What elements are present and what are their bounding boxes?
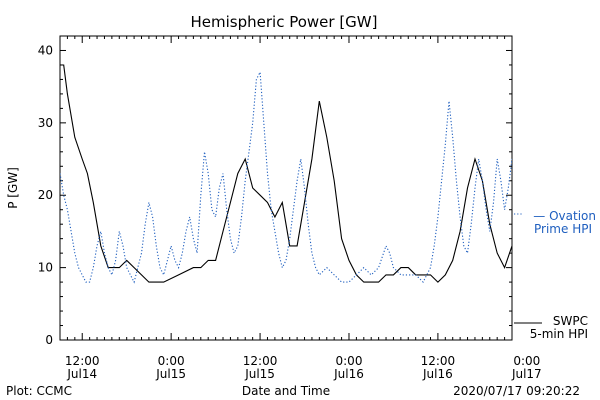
x-tick-time-label: 0:00 [513,354,540,368]
x-tick-time-label: 0:00 [336,354,363,368]
legend-ovation-label-line2: Prime HPI [534,222,592,236]
plot-frame [59,35,513,341]
series-line-swpc [60,64,512,283]
x-tick-date-label: Jul14 [66,367,97,381]
y-tick-label: 0 [45,333,53,347]
footer-timestamp: 2020/07/17 09:20:22 [453,384,580,398]
x-tick-date-label: Jul16 [422,367,453,381]
y-axis: 0 10 20 30 40 [38,35,512,347]
y-tick-label: 20 [38,188,53,202]
chart-title: Hemispheric Power [GW] [191,13,378,31]
legend-swpc-label-line2: 5-min HPI [530,327,588,341]
x-tick-time-label: 0:00 [158,354,185,368]
y-tick-label: 40 [38,43,53,57]
y-tick-label: 30 [38,116,53,130]
x-tick-date-label: Jul17 [511,367,542,381]
series-line-ovation-prime [60,70,512,284]
x-tick-time-label: 12:00 [243,354,278,368]
x-tick-date-label: Jul15 [155,367,186,381]
legend-swpc-label-line1: SWPC [553,314,588,328]
legend-ovation-label-line1: — Ovation [533,209,596,223]
series-layer [60,64,512,284]
x-tick-date-label: Jul16 [333,367,364,381]
x-tick-date-label: Jul15 [244,367,275,381]
x-axis: 12:00Jul140:00Jul1512:00Jul150:00Jul1612… [59,36,542,381]
x-tick-time-label: 12:00 [421,354,456,368]
x-axis-label: Date and Time [242,384,330,398]
x-tick-time-label: 12:00 [65,354,100,368]
y-axis-label: P [GW] [6,167,20,209]
y-tick-label: 10 [38,261,53,275]
footer-credit: Plot: CCMC [6,384,72,398]
